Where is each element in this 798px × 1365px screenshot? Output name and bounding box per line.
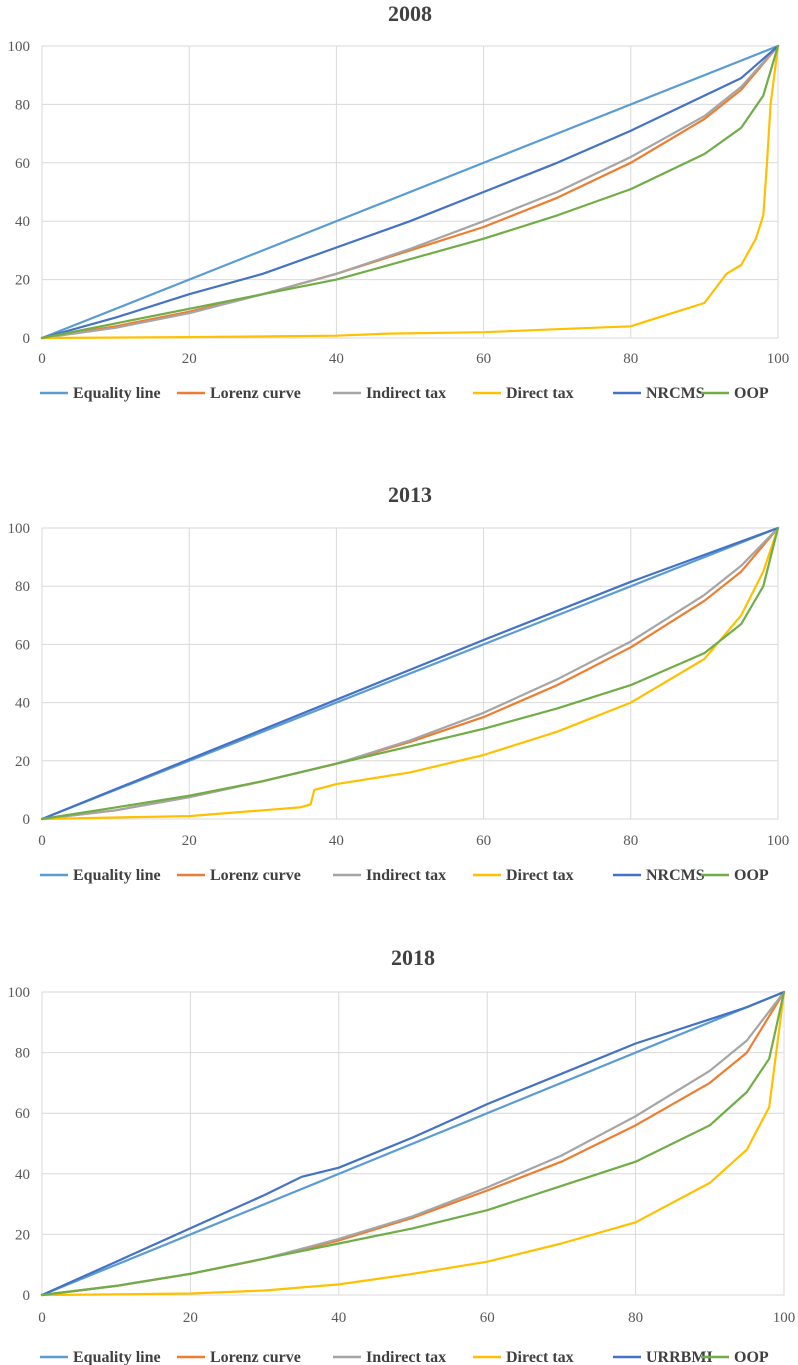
y-tick-label: 0 [23, 331, 31, 347]
legend-label: Lorenz curve [210, 385, 301, 402]
series-line-nrcms [40, 526, 780, 821]
legend-label: Equality line [73, 385, 161, 402]
chart-2013: 2013 0 20 40 60 80 100 0 20 40 60 80 100 Equality lin… [8, 482, 790, 884]
y-tick-label: 40 [15, 1167, 30, 1183]
legend-label: Direct tax [506, 385, 574, 402]
series-line-oop [40, 990, 786, 1297]
x-tick-label: 60 [476, 351, 491, 367]
legend-label: URRBMI [646, 1349, 713, 1365]
y-tick-label: 80 [15, 97, 30, 113]
series-line-urrbmi [40, 990, 786, 1297]
legend-label: NRCMS [646, 867, 705, 884]
x-tick-label: 80 [623, 833, 638, 849]
y-tick-label: 0 [23, 1288, 31, 1304]
legend-label: Lorenz curve [210, 1349, 301, 1365]
legend-label: Equality line [73, 867, 161, 884]
x-tick-label: 60 [480, 1310, 495, 1326]
x-tick-label: 40 [331, 1310, 346, 1326]
x-tick-label: 0 [38, 1310, 46, 1326]
y-tick-label: 20 [15, 1227, 30, 1243]
legend-label: Indirect tax [366, 1349, 446, 1365]
series-line-indirect-tax [40, 526, 780, 821]
series-line-indirect-tax [40, 44, 780, 340]
x-tick-label: 40 [329, 351, 344, 367]
y-tick-label: 100 [8, 985, 31, 1001]
y-tick-label: 60 [15, 1106, 30, 1122]
legend-label: NRCMS [646, 385, 705, 402]
series-line-equality-line [40, 44, 780, 340]
y-tick-label: 100 [8, 39, 31, 55]
x-tick-label: 0 [38, 351, 46, 367]
x-tick-label: 100 [773, 1310, 796, 1326]
legend-label: OOP [734, 1349, 769, 1365]
legend-label: Lorenz curve [210, 867, 301, 884]
series-line-oop [40, 44, 780, 340]
y-tick-label: 40 [15, 696, 30, 712]
y-tick-label: 0 [23, 812, 31, 828]
x-tick-label: 20 [183, 1310, 198, 1326]
legend-label: OOP [734, 385, 769, 402]
legend-label: Indirect tax [366, 385, 446, 402]
x-tick-label: 20 [182, 351, 197, 367]
x-tick-label: 0 [38, 833, 46, 849]
legend-label: Indirect tax [366, 867, 446, 884]
chart-title: 2013 [388, 482, 432, 507]
y-tick-label: 80 [15, 1046, 30, 1062]
x-tick-label: 100 [767, 833, 790, 849]
legend: Equality line Lorenz curve Indirect tax Dir… [40, 1349, 769, 1365]
y-tick-label: 20 [15, 273, 30, 289]
chart-2008: 2008 0 20 40 60 80 100 0 20 40 60 80 100 Equality lin… [8, 1, 790, 402]
y-tick-label: 100 [8, 521, 31, 537]
chart-title: 2008 [388, 1, 432, 26]
y-tick-label: 80 [15, 579, 30, 595]
x-tick-label: 20 [182, 833, 197, 849]
y-tick-label: 60 [15, 156, 30, 172]
y-tick-label: 20 [15, 754, 30, 770]
x-tick-label: 80 [623, 351, 638, 367]
y-tick-label: 60 [15, 637, 30, 653]
legend: Equality line Lorenz curve Indirect tax Dir… [40, 385, 769, 402]
series-line-oop [40, 526, 780, 821]
series-line-equality-line [40, 526, 780, 821]
series-line-direct-tax [40, 990, 786, 1297]
series-line-nrcms [40, 44, 780, 340]
x-tick-label: 80 [628, 1310, 643, 1326]
series-line-lorenz-curve [40, 44, 780, 340]
legend-label: OOP [734, 867, 769, 884]
legend: Equality line Lorenz curve Indirect tax Dir… [40, 867, 769, 884]
legend-label: Equality line [73, 1349, 161, 1365]
legend-label: Direct tax [506, 1349, 574, 1365]
series-line-direct-tax [40, 44, 780, 340]
x-tick-label: 60 [476, 833, 491, 849]
x-tick-label: 100 [767, 351, 790, 367]
chart-2018: 2018 0 20 40 60 80 100 0 20 40 60 80 100 Equality lin… [8, 945, 796, 1365]
chart-title: 2018 [391, 945, 435, 970]
series-line-equality-line [40, 990, 786, 1297]
y-tick-label: 40 [15, 214, 30, 230]
x-tick-label: 40 [329, 833, 344, 849]
legend-label: Direct tax [506, 867, 574, 884]
